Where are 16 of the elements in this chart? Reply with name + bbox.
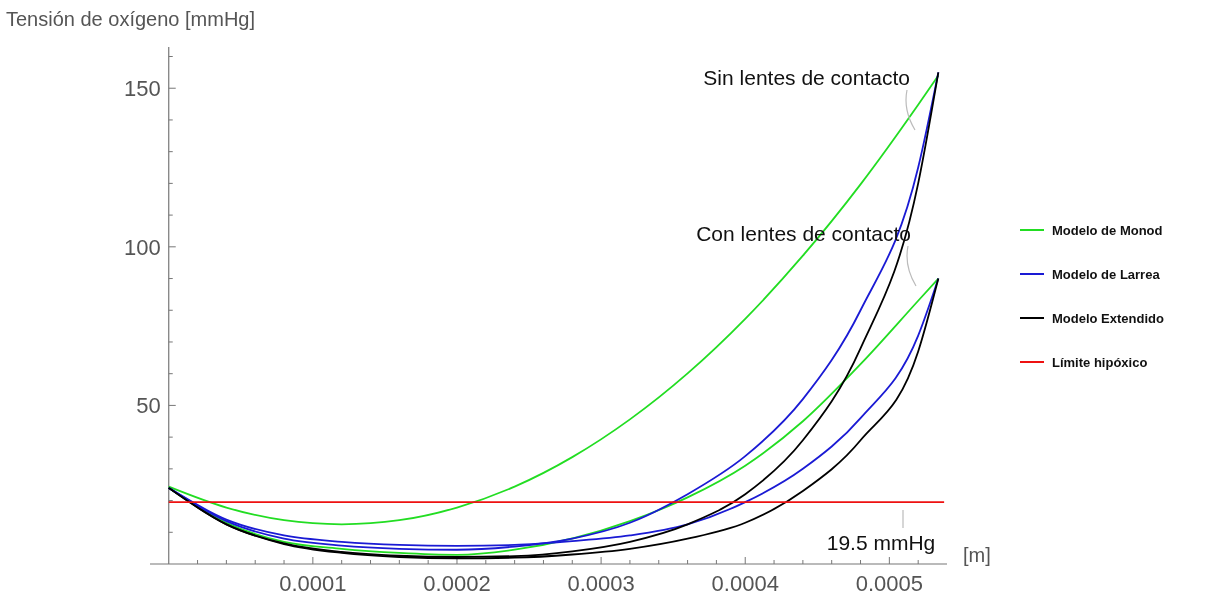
x-tick-label: 0.0005 [855,571,923,596]
legend-label: Modelo Extendido [1052,311,1164,326]
x-axis-title: [m] [963,544,991,566]
legend-label: Modelo de Larrea [1052,267,1161,282]
y-tick-label: 100 [124,234,161,260]
legend-label: Modelo de Monod [1052,223,1163,238]
y-tick-label: 150 [124,76,161,102]
annotation: Sin lentes de contacto [703,66,910,89]
x-tick-label: 0.0004 [711,571,779,596]
x-tick-label: 0.0003 [567,571,635,596]
annotation: 19.5 mmHg [826,531,936,554]
x-tick-label: 0.0002 [423,571,491,596]
legend-label: Límite hipóxico [1052,355,1148,370]
y-tick-label: 50 [136,393,161,419]
y-axis-title: Tensión de oxígeno [mmHg] [6,8,256,30]
x-tick-label: 0.0001 [279,571,347,596]
